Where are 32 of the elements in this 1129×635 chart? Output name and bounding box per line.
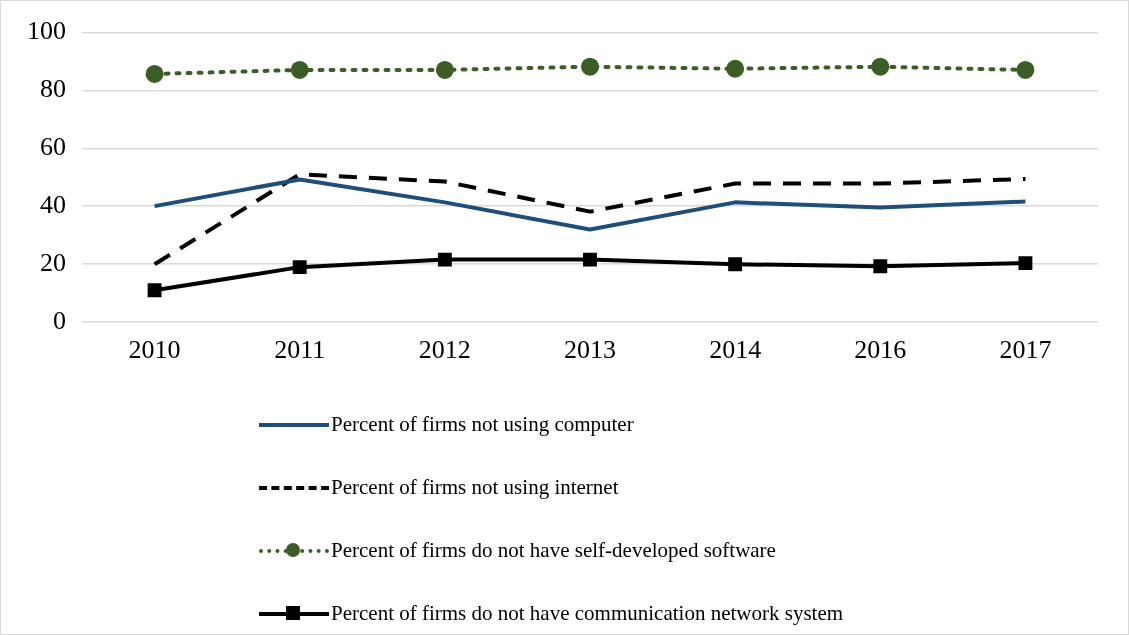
- legend-label: Percent of firms not using internet: [331, 475, 619, 500]
- y-tick-label: 20: [40, 247, 66, 277]
- y-tick-label: 0: [53, 305, 66, 335]
- line-series: [152, 172, 1028, 267]
- point: [583, 252, 597, 267]
- x-tick-label: 2010: [128, 335, 181, 365]
- x-tick-label: 2014: [709, 335, 762, 365]
- x-tick-label: 2011: [274, 335, 326, 365]
- point: [145, 64, 164, 83]
- y-tick-label: 100: [27, 16, 66, 46]
- point: [1016, 60, 1035, 79]
- point: [873, 259, 888, 274]
- point: [292, 260, 307, 275]
- x-tick-label: 2013: [564, 335, 616, 365]
- point: [871, 57, 890, 76]
- point: [728, 257, 743, 272]
- legend-label: Percent of firms do not have communication network system: [331, 601, 844, 626]
- y-tick-label: 80: [40, 74, 66, 104]
- x-tick-label: 2012: [418, 335, 471, 365]
- point: [437, 252, 452, 267]
- point: [290, 60, 309, 79]
- point: [435, 60, 454, 79]
- point: [1018, 256, 1033, 271]
- x-tick-label: 2016: [854, 335, 907, 365]
- x-tick-label: 2017: [999, 335, 1052, 365]
- legend-label: Percent of firms not using computer: [331, 412, 634, 437]
- point: [581, 57, 599, 76]
- point: [726, 59, 745, 78]
- y-tick-label: 40: [40, 189, 66, 219]
- point: [147, 283, 162, 298]
- legend-label: Percent of firms do not have self-developed software: [331, 538, 776, 563]
- y-tick-label: 60: [40, 132, 66, 162]
